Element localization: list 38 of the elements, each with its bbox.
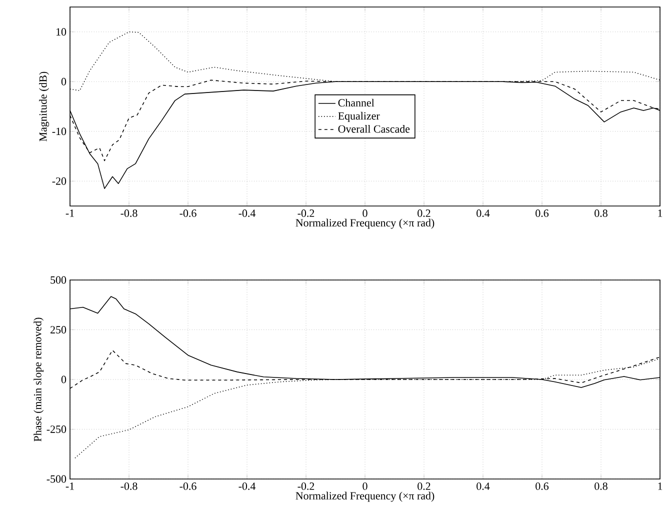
- y-tick-label: 0: [61, 78, 66, 86]
- x-tick-label: -0.2: [298, 482, 314, 490]
- x-tick-label: 0.2: [418, 482, 430, 490]
- x-tick-label: -1: [66, 482, 74, 490]
- x-tick-label: 0: [362, 482, 368, 490]
- x-tick-label: -1: [66, 210, 74, 217]
- x-tick-label: -0.4: [238, 210, 256, 217]
- x-tick-label: 0.2: [418, 210, 430, 217]
- y-axis-title: Magnitude (dB): [39, 72, 50, 142]
- y-tick-label: 500: [50, 276, 66, 284]
- y-axis-title: Phase (main slope removed): [34, 318, 44, 442]
- x-tick-label: -0.2: [298, 210, 314, 217]
- x-tick-label: 0.4: [476, 482, 490, 490]
- y-tick-label: 10: [56, 28, 66, 36]
- x-tick-label: -0.6: [180, 210, 196, 217]
- x-tick-label: 0.8: [594, 482, 608, 490]
- x-tick-label: 0.8: [594, 210, 608, 217]
- x-tick-label: 0.6: [536, 210, 549, 217]
- x-tick-label: 0.4: [476, 210, 490, 217]
- legend-label: Equalizer: [338, 112, 380, 122]
- legend-label: Channel: [338, 98, 374, 107]
- y-tick-label: 0: [61, 376, 66, 384]
- x-tick-label: 0: [362, 210, 368, 217]
- x-tick-label: 1: [658, 210, 662, 217]
- y-tick-label: -10: [52, 128, 66, 136]
- y-tick-label: -20: [52, 177, 66, 185]
- x-tick-label: -0.8: [120, 482, 138, 490]
- y-tick-label: 250: [50, 326, 66, 334]
- legend-label: Overall Cascade: [338, 124, 410, 133]
- x-tick-label: -0.6: [180, 482, 196, 490]
- x-axis-title: Normalized Frequency (×π rad): [296, 218, 434, 229]
- x-tick-label: -0.8: [120, 210, 138, 217]
- y-tick-label: -500: [46, 475, 66, 483]
- x-tick-label: -0.4: [238, 482, 256, 490]
- x-axis-title: Normalized Frequency (×π rad): [296, 492, 434, 502]
- y-tick-label: -250: [46, 426, 66, 433]
- x-tick-label: 0.6: [536, 482, 549, 490]
- x-tick-label: 1: [658, 482, 662, 490]
